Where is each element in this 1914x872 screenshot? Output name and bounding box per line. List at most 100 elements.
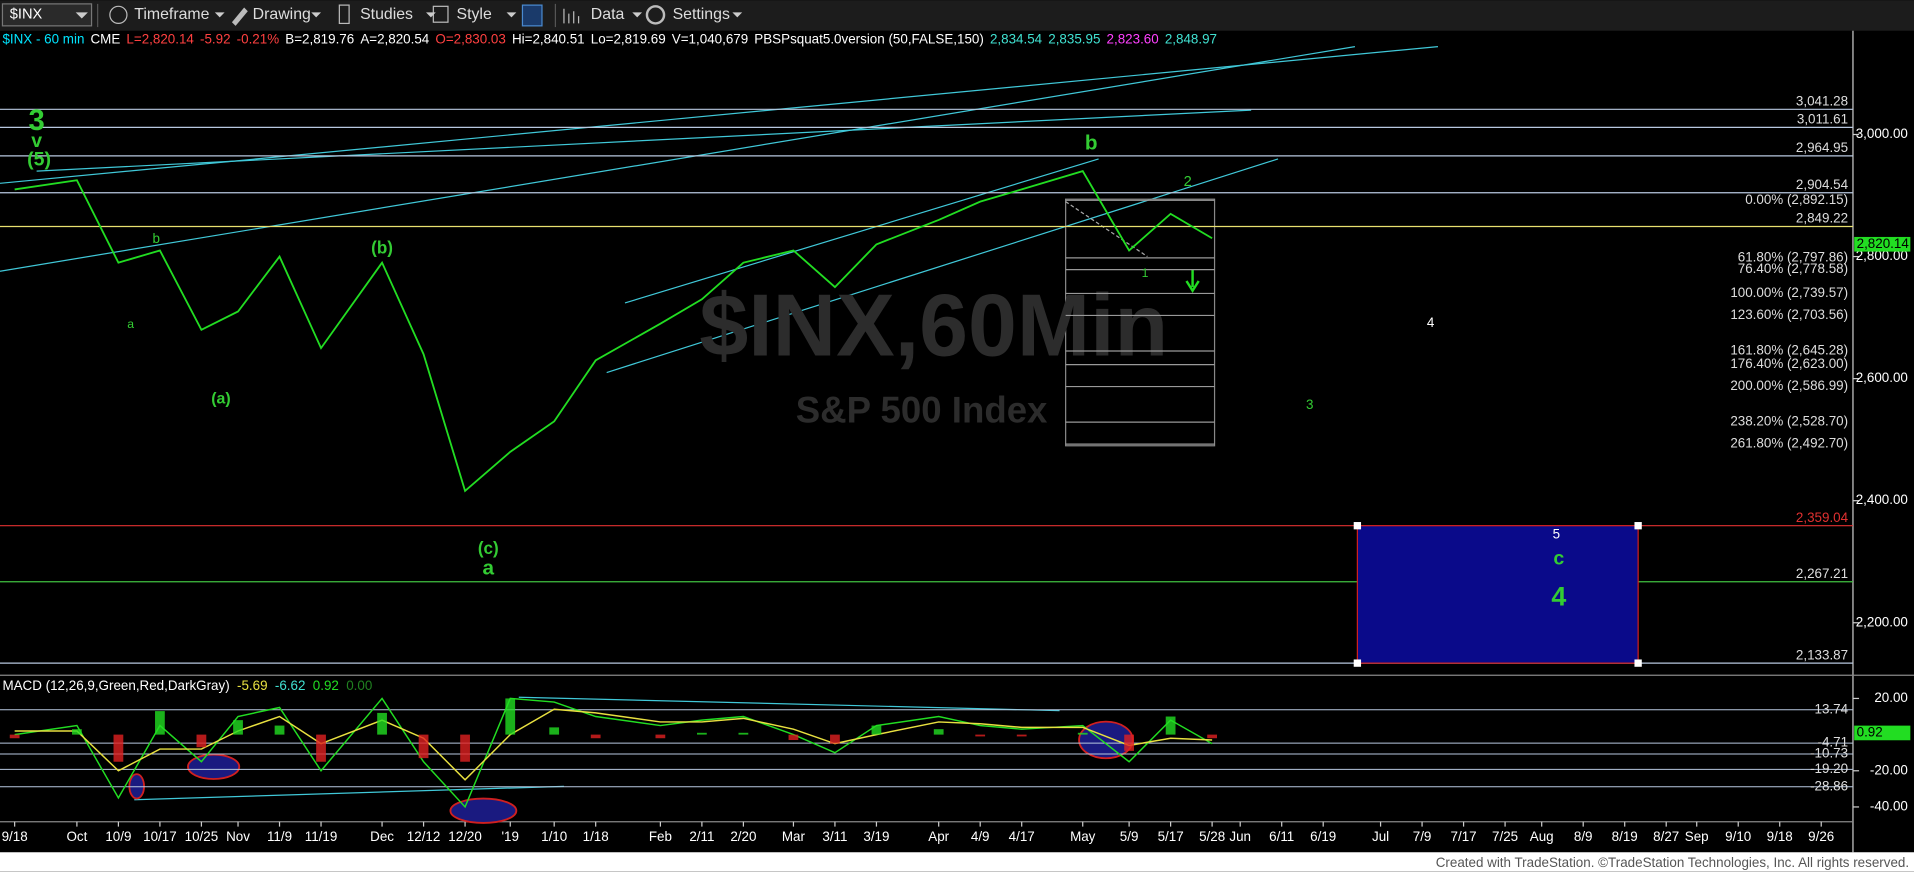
macd-histogram: [316, 734, 326, 762]
x-tick-label: '19: [501, 829, 518, 844]
wave-label: 4: [1427, 315, 1435, 330]
macd-histogram: [933, 729, 944, 735]
trendline: [624, 158, 1099, 304]
x-tick-label: Mar: [782, 829, 806, 844]
x-tick-label: 12/20: [448, 829, 482, 844]
x-tick-label: 7/9: [1413, 829, 1432, 844]
wave-label: a: [482, 557, 494, 580]
last-macd-label: 0.92: [1857, 724, 1883, 739]
x-tick-label: 12/12: [407, 829, 441, 844]
x-tick-label: 11/19: [305, 829, 338, 844]
trendline: [606, 158, 1279, 374]
x-tick-label: Jul: [1372, 829, 1389, 844]
toolbar: [0, 0, 1914, 31]
fib-label: 238.20% (2,528.70): [1730, 414, 1848, 429]
fib-label: 100.00% (2,739.57): [1730, 285, 1848, 300]
toolbar-item[interactable]: Settings: [673, 6, 730, 23]
watermark: S&P 500 Index: [796, 389, 1048, 430]
macd-histogram: [505, 698, 516, 735]
macd-level-label: -19.20: [1810, 761, 1848, 776]
toolbar-item[interactable]: Data: [591, 6, 625, 23]
layout-icon[interactable]: [521, 4, 543, 27]
dropdown-icon: [732, 12, 743, 18]
x-tick-label: 8/19: [1612, 829, 1638, 844]
dropdown-icon: [506, 12, 517, 18]
wave-label: b: [1085, 132, 1098, 155]
info-field: 2,823.60: [1107, 31, 1159, 46]
y-tick-label: 2,200.00: [1856, 614, 1908, 629]
layer: $INX Timeframe Drawing Studies Style Data Sett…: [0, 6, 1911, 844]
macd-histogram: [233, 720, 243, 735]
wave-label: (c): [478, 539, 499, 558]
fib-label: 200.00% (2,586.99): [1730, 378, 1848, 393]
macd-title: MACD (12,26,9,Green,Red,DarkGray): [2, 678, 229, 693]
y-tick-label: 2,800.00: [1856, 248, 1908, 263]
level-label: 2,964.95: [1796, 140, 1848, 155]
x-tick-label: 1/10: [541, 829, 567, 844]
macd-level-label: 13.74: [1815, 701, 1849, 716]
x-tick-label: May: [1070, 829, 1096, 844]
level-label: 3,011.61: [1797, 112, 1848, 127]
level-label: 2,849.22: [1796, 211, 1848, 226]
macd-readout: 0.92: [313, 678, 339, 693]
toolbar-item[interactable]: Style: [457, 6, 492, 23]
macd-histogram: [113, 734, 124, 762]
timeframe-icon: [109, 5, 128, 25]
studies-icon: [338, 4, 350, 25]
macd-histogram: [155, 711, 165, 735]
x-tick-label: 11/9: [267, 829, 292, 844]
level-label: 2,133.87: [1796, 647, 1848, 662]
highlight-ellipse: [187, 753, 241, 780]
macd-header: MACD (12,26,9,Green,Red,DarkGray) -5.69 -6…: [2, 678, 372, 693]
x-tick-label: 6/19: [1310, 829, 1336, 844]
toolbar-item[interactable]: Drawing: [253, 6, 311, 23]
x-tick-label: Oct: [66, 829, 87, 844]
last-macd-tag: [1854, 725, 1911, 741]
wave-label: 2: [1184, 174, 1192, 190]
x-tick-label: 9/18: [2, 829, 28, 844]
x-tick-label: Sep: [1685, 829, 1709, 844]
x-tick-label: 5/9: [1120, 829, 1139, 844]
level-label: 2,904.54: [1796, 177, 1849, 192]
info-field: 2,834.54: [990, 31, 1043, 46]
fib-label: 0.00% (2,892.15): [1745, 192, 1848, 207]
y-tick-label: 2,400.00: [1856, 492, 1908, 507]
macd-histogram: [788, 734, 799, 741]
last-price-label: 2,820.14: [1857, 236, 1910, 251]
wave-label: 1: [1142, 266, 1149, 280]
info-field: B=2,819.76: [285, 31, 354, 46]
x-tick-label: 10/17: [143, 829, 177, 844]
wave-label: b: [153, 231, 160, 246]
x-tick-label: 3/19: [863, 829, 889, 844]
symbol-box[interactable]: [1, 3, 93, 27]
macd-histogram: [830, 734, 840, 744]
x-tick-label: 7/17: [1451, 829, 1477, 844]
dropdown-icon: [311, 12, 322, 18]
wave-label: a: [127, 317, 134, 331]
info-field: A=2,820.54: [360, 31, 429, 46]
toolbar-item[interactable]: Studies: [360, 6, 413, 23]
wave-label: v: [31, 130, 42, 152]
macd-line: [14, 708, 1213, 781]
level-label: 2,359.04: [1796, 510, 1849, 525]
target-box: [1356, 525, 1639, 664]
settings-icon: [645, 5, 666, 25]
macd-readout: 0.00: [346, 678, 372, 693]
trendline: [0, 46, 1356, 272]
dropdown-icon: [426, 12, 436, 18]
macd-histogram: [655, 734, 666, 739]
y-tick-label: 20.00: [1874, 690, 1908, 705]
macd-histogram: [738, 732, 749, 735]
symbol-input[interactable]: $INX: [10, 7, 43, 23]
fib-label: 261.80% (2,492.70): [1730, 436, 1848, 451]
last-price-tag: [1854, 236, 1911, 252]
info-field: Lo=2,819.69: [591, 31, 666, 46]
y-tick-label: -20.00: [1870, 762, 1908, 777]
fib-label: 123.60% (2,703.56): [1730, 307, 1848, 322]
toolbar-item[interactable]: Timeframe: [134, 6, 209, 23]
x-tick-label: 6/11: [1269, 829, 1294, 844]
macd-histogram: [590, 734, 601, 739]
x-tick-label: Nov: [226, 829, 250, 844]
macd-histogram: [1077, 732, 1088, 735]
